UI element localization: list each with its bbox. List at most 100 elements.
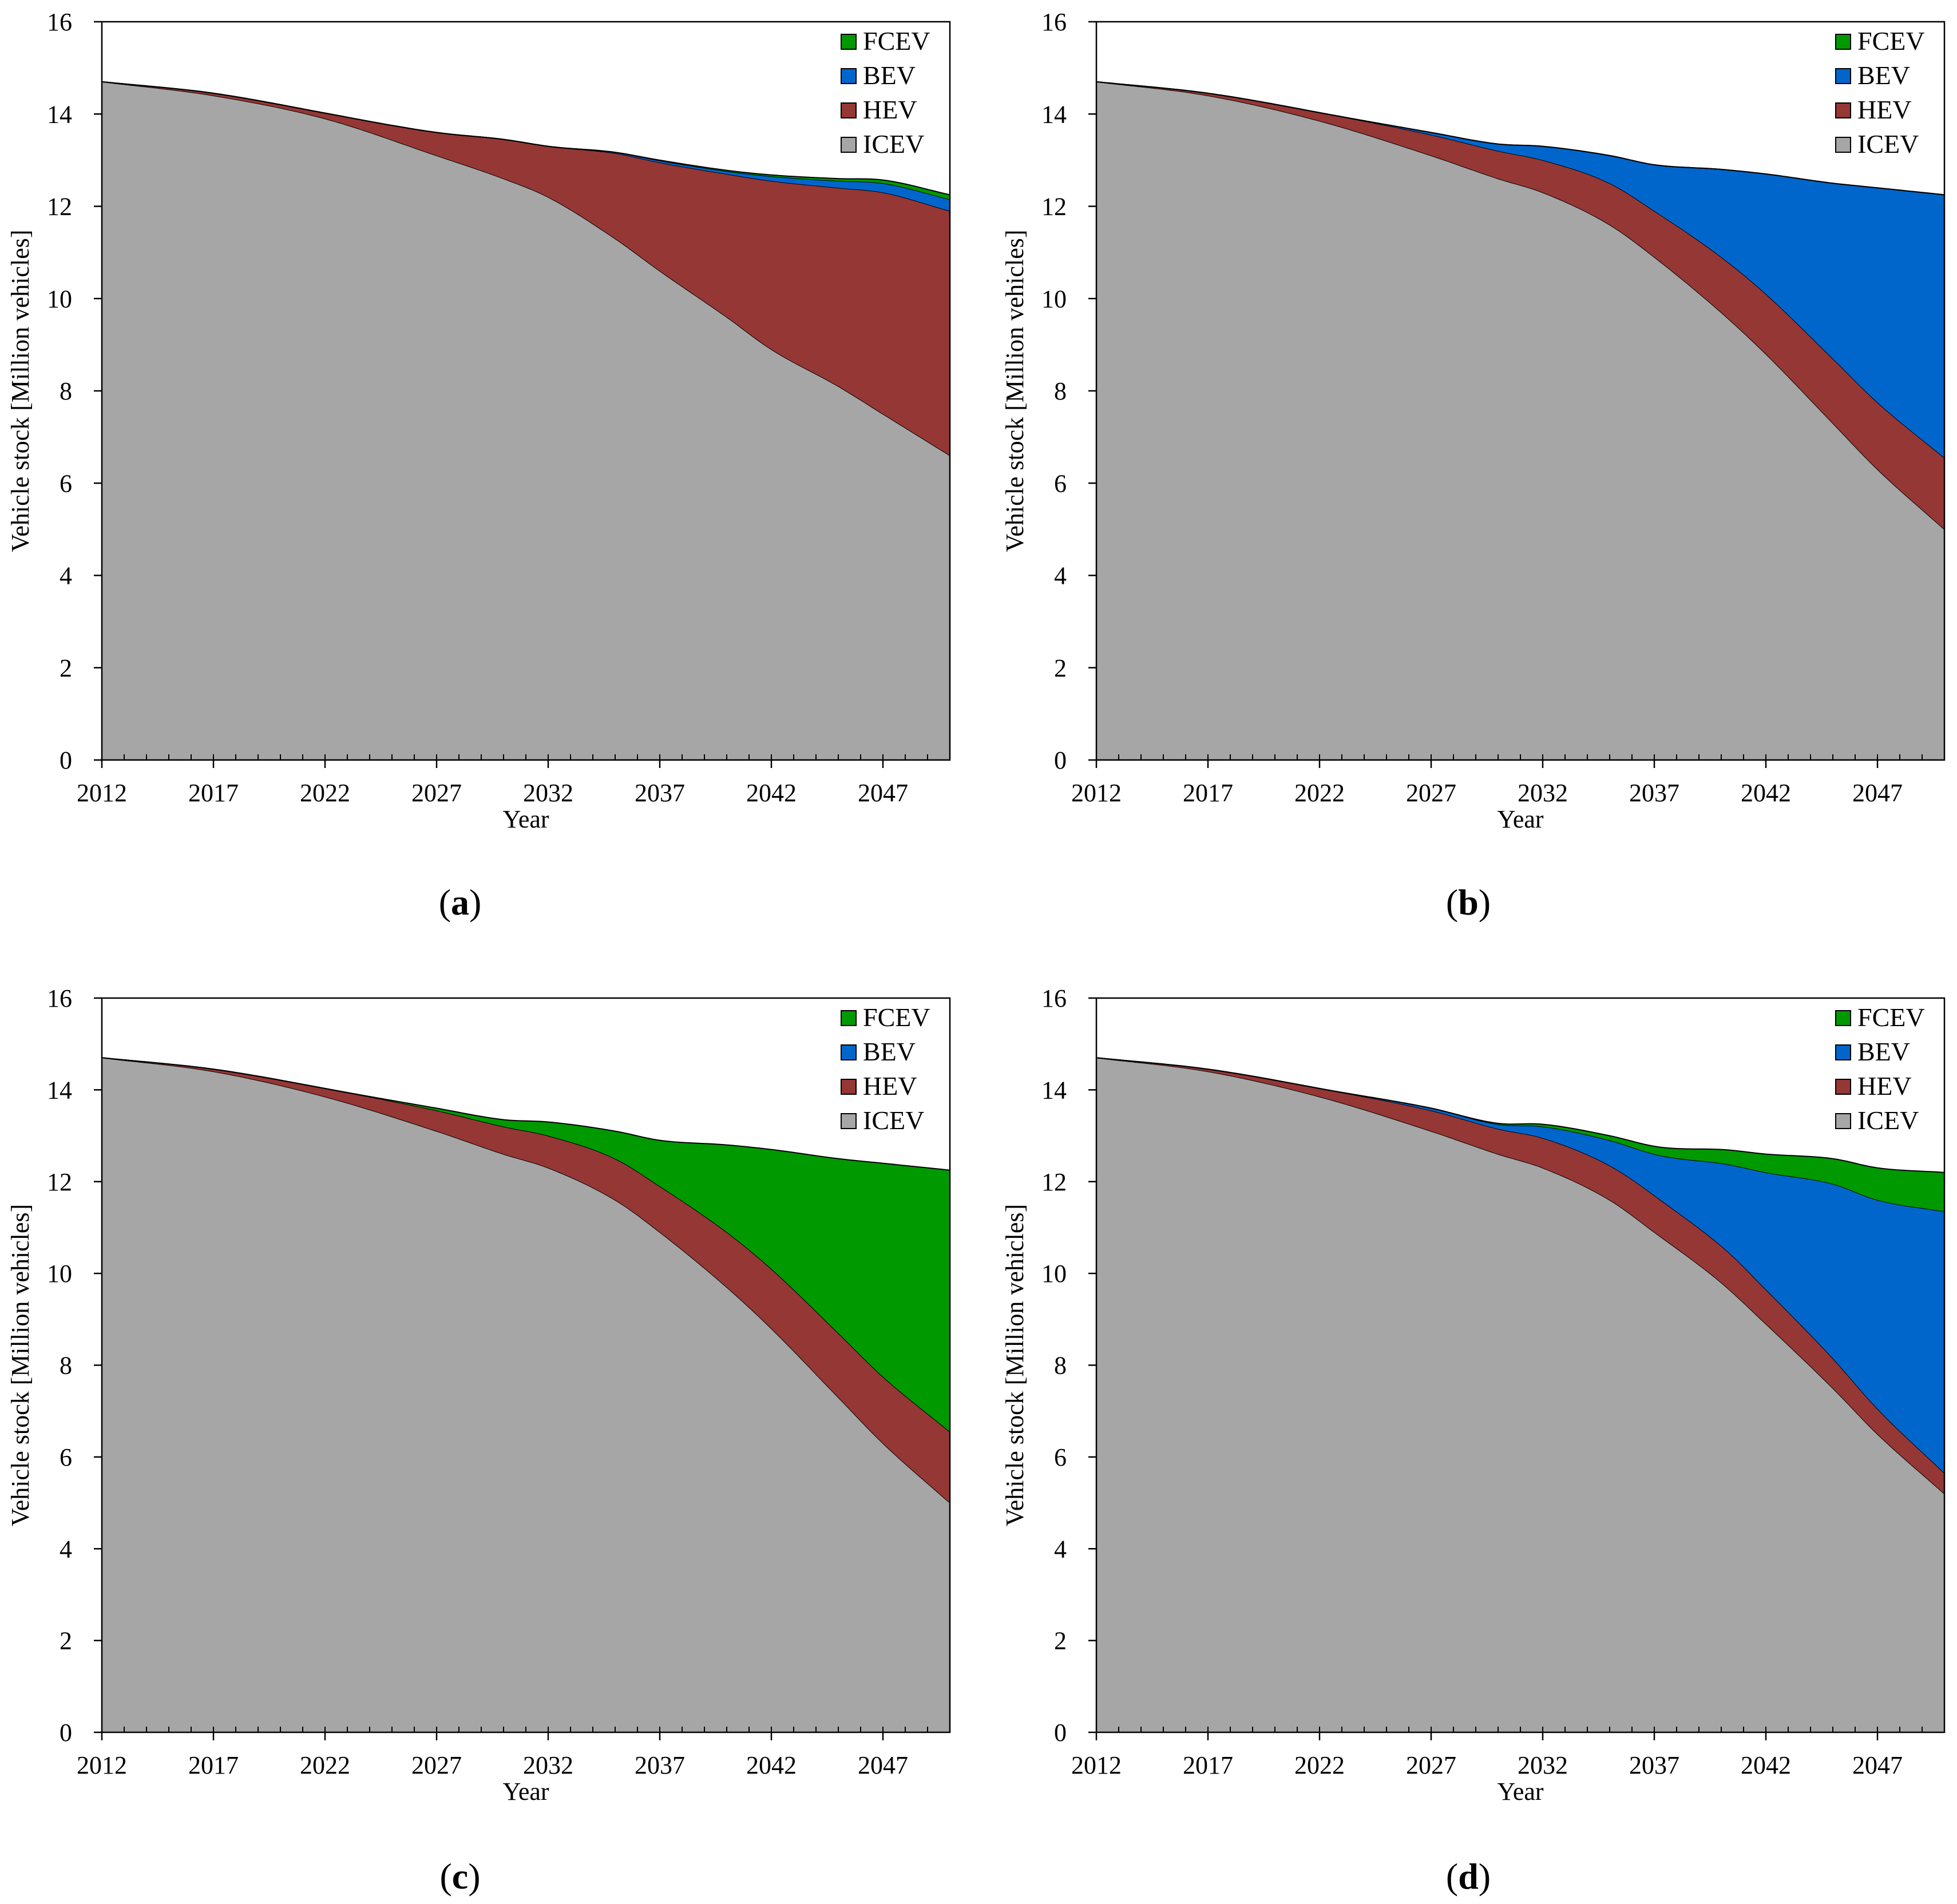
y-tick-label: 16 <box>47 984 72 1012</box>
legend-label-icev: ICEV <box>863 1106 924 1135</box>
y-tick-label: 4 <box>60 1535 72 1563</box>
y-tick-label: 14 <box>1041 100 1067 128</box>
y-tick-label: 12 <box>1041 1168 1067 1196</box>
y-axis-title: Vehicle stock [Million vehicles] <box>1001 1204 1029 1526</box>
legend-swatch-icev <box>1835 137 1851 153</box>
y-tick-label: 10 <box>47 285 72 313</box>
y-tick-label: 6 <box>60 469 72 497</box>
legend-swatch-fcev <box>1835 1010 1851 1026</box>
y-tick-label: 12 <box>47 1168 72 1196</box>
panel-label-letter: a <box>451 882 469 923</box>
x-tick-label: 2017 <box>1183 779 1233 807</box>
y-axis-title: Vehicle stock [Million vehicles] <box>6 229 34 552</box>
legend-label-bev: BEV <box>1857 61 1910 90</box>
x-tick-label: 2037 <box>635 1751 685 1779</box>
y-tick-label: 6 <box>1054 1443 1067 1471</box>
y-tick-label: 16 <box>1041 984 1067 1012</box>
y-tick-label: 10 <box>1041 1260 1067 1288</box>
legend-swatch-icev <box>841 1113 857 1129</box>
x-tick-label: 2012 <box>1071 1751 1122 1779</box>
legend-label-fcev: FCEV <box>1857 1003 1925 1032</box>
legend-swatch-bev <box>1835 1044 1851 1060</box>
boundary-fcev <box>1096 1057 1945 1173</box>
y-tick-label: 16 <box>47 8 72 36</box>
chart-panel-c: 0 2 4 6 8 10 12 14 16 2012 2017 2022 2027 2032 2037 204… <box>6 984 951 1897</box>
x-tick-label: 2047 <box>1852 779 1903 807</box>
legend-swatch-bev <box>1835 68 1851 84</box>
x-tick-label: 2027 <box>1406 779 1456 807</box>
area-bev <box>1096 1058 1944 1473</box>
panel-label-close: ) <box>469 882 481 923</box>
x-tick-label: 2037 <box>1629 1751 1679 1779</box>
area-bev <box>1096 81 1944 458</box>
x-tick-label: 2032 <box>1518 1751 1568 1779</box>
x-tick-label: 2017 <box>188 779 239 807</box>
legend-swatch-fcev <box>1835 34 1851 50</box>
y-tick-label: 4 <box>1054 562 1067 590</box>
x-tick-label: 2022 <box>300 779 350 807</box>
legend-label-fcev: FCEV <box>863 1003 930 1032</box>
area-hev <box>1096 1058 1944 1494</box>
x-tick-label: 2042 <box>746 1751 797 1779</box>
panel-label-open: ( <box>1446 882 1458 923</box>
y-tick-label: 6 <box>60 1443 72 1471</box>
y-axis-title: Vehicle stock [Million vehicles] <box>1001 229 1029 552</box>
boundary-fcev <box>101 81 950 196</box>
x-tick-label: 2037 <box>635 779 685 807</box>
legend-label-hev: HEV <box>1857 95 1912 124</box>
x-tick-label: 2012 <box>77 779 127 807</box>
legend-label-icev: ICEV <box>1857 1106 1919 1135</box>
y-tick-label: 0 <box>1054 746 1067 774</box>
y-tick-label: 14 <box>47 1076 72 1104</box>
y-tick-label: 12 <box>1041 193 1067 221</box>
x-tick-label: 2017 <box>1183 1751 1233 1779</box>
y-tick-label: 8 <box>1054 1352 1067 1380</box>
panel-label-letter: c <box>452 1856 468 1897</box>
panel-label-close: ) <box>1479 1856 1491 1897</box>
legend-swatch-hev <box>841 102 857 118</box>
panel-label-open: ( <box>439 882 451 923</box>
x-axis-title: Year <box>502 805 549 833</box>
y-tick-label: 2 <box>1054 654 1067 682</box>
legend-swatch-fcev <box>841 34 857 50</box>
area-icev <box>1096 1058 1944 1732</box>
x-axis-title: Year <box>1497 1778 1543 1806</box>
area-icev <box>102 1058 950 1732</box>
y-tick-label: 4 <box>1054 1535 1067 1563</box>
x-tick-label: 2027 <box>411 1751 462 1779</box>
y-tick-label: 8 <box>60 377 72 405</box>
y-tick-label: 2 <box>60 654 72 682</box>
y-tick-label: 14 <box>47 100 72 128</box>
y-tick-label: 12 <box>47 193 72 221</box>
legend-label-bev: BEV <box>863 61 916 90</box>
y-tick-label: 6 <box>1054 469 1067 497</box>
panel-label-open: ( <box>1446 1856 1458 1897</box>
x-tick-label: 2037 <box>1629 779 1679 807</box>
area-icev <box>1096 81 1944 760</box>
x-tick-label: 2047 <box>858 1751 908 1779</box>
x-tick-label: 2032 <box>523 1751 573 1779</box>
x-tick-label: 2047 <box>858 779 908 807</box>
x-tick-label: 2022 <box>1294 779 1345 807</box>
x-tick-label: 2022 <box>1294 1751 1345 1779</box>
x-tick-label: 2042 <box>1741 1751 1791 1779</box>
panel-label: (a) <box>439 882 482 923</box>
y-axis-title: Vehicle stock [Million vehicles] <box>6 1204 34 1526</box>
legend-swatch-hev <box>1835 1079 1851 1095</box>
y-tick-label: 2 <box>60 1627 72 1655</box>
legend-swatch-bev <box>841 68 857 84</box>
legend-label-hev: HEV <box>863 95 917 124</box>
y-tick-label: 0 <box>60 1719 72 1747</box>
x-tick-label: 2022 <box>300 1751 350 1779</box>
boundary-fcev <box>1096 81 1945 196</box>
y-tick-label: 0 <box>1054 1719 1067 1747</box>
panel-label-close: ) <box>468 1856 480 1897</box>
y-tick-label: 16 <box>1041 8 1067 36</box>
x-tick-label: 2042 <box>1741 779 1791 807</box>
legend-swatch-hev <box>841 1079 857 1095</box>
x-axis-title: Year <box>1497 805 1543 833</box>
x-axis-title: Year <box>502 1778 549 1806</box>
chart-panel-b: 0 2 4 6 8 10 12 14 16 2012 2017 2022 2027 2032 2037 204… <box>1001 8 1946 923</box>
legend-label-hev: HEV <box>863 1071 917 1101</box>
